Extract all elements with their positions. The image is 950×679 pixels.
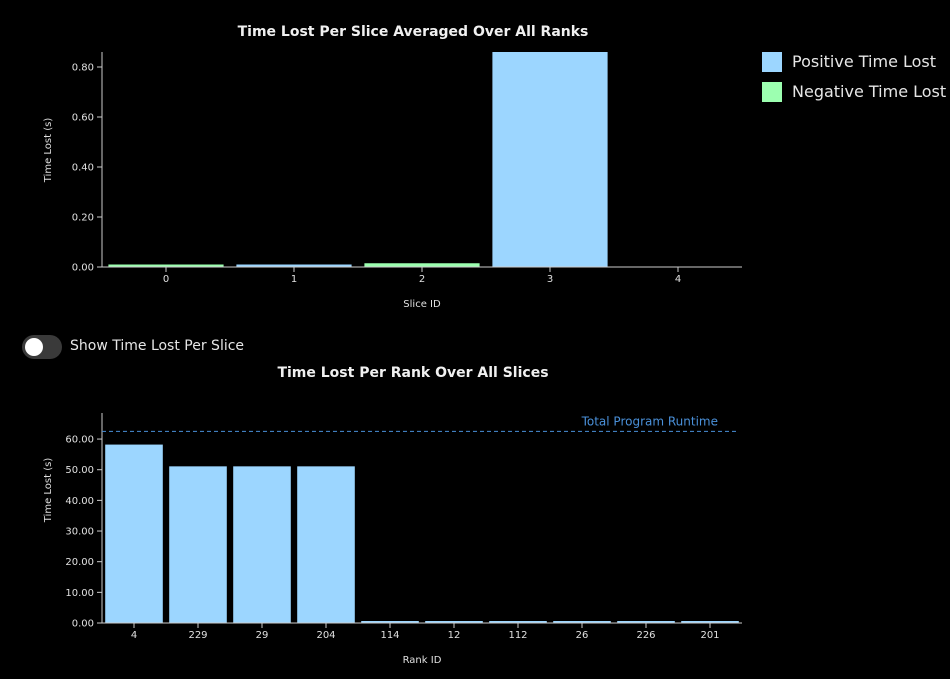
y-tick-label: 40.00 bbox=[65, 496, 94, 507]
x-tick-label: 1 bbox=[291, 274, 297, 285]
legend: Positive Time Lost Negative Time Lost bbox=[762, 52, 946, 102]
bar-4[interactable] bbox=[105, 444, 163, 623]
y-tick-label: 30.00 bbox=[65, 527, 94, 538]
show-per-slice-toggle[interactable] bbox=[22, 335, 62, 359]
bar-226[interactable] bbox=[617, 621, 675, 623]
toggle-knob bbox=[25, 338, 43, 356]
x-tick-label: 229 bbox=[188, 630, 207, 641]
rank-chart-bars bbox=[105, 444, 739, 623]
rank-chart-x-axis: 4 229 29 204 114 12 112 26 226 201 bbox=[102, 622, 742, 641]
y-tick-label: 20.00 bbox=[65, 557, 94, 568]
show-per-slice-label: Show Time Lost Per Slice bbox=[70, 338, 245, 354]
y-tick-label: 0.60 bbox=[72, 113, 94, 124]
rank-chart-title: Time Lost Per Rank Over All Slices bbox=[277, 365, 548, 381]
slice-chart-xlabel: Slice ID bbox=[403, 299, 441, 310]
slice-chart-bars bbox=[108, 52, 608, 268]
y-tick-label: 10.00 bbox=[65, 588, 94, 599]
x-tick-label: 112 bbox=[508, 630, 527, 641]
rank-chart-ylabel: Time Lost (s) bbox=[43, 458, 54, 524]
x-tick-label: 29 bbox=[256, 630, 269, 641]
x-tick-label: 226 bbox=[636, 630, 655, 641]
y-tick-label: 0.00 bbox=[72, 619, 94, 630]
x-tick-label: 4 bbox=[675, 274, 681, 285]
slice-chart-title: Time Lost Per Slice Averaged Over All Ra… bbox=[238, 24, 589, 40]
x-tick-label: 204 bbox=[316, 630, 335, 641]
x-tick-label: 201 bbox=[700, 630, 719, 641]
rank-chart: Time Lost Per Rank Over All Slices Time … bbox=[43, 365, 742, 666]
y-tick-label: 60.00 bbox=[65, 435, 94, 446]
x-tick-label: 3 bbox=[547, 274, 553, 285]
y-tick-label: 0.80 bbox=[72, 63, 94, 74]
y-tick-label: 0.40 bbox=[72, 163, 94, 174]
x-tick-label: 26 bbox=[576, 630, 589, 641]
slice-chart-x-axis: 0 1 2 3 4 bbox=[102, 266, 742, 285]
bar-3[interactable] bbox=[492, 52, 608, 267]
y-tick-label: 0.20 bbox=[72, 213, 94, 224]
x-tick-label: 0 bbox=[163, 274, 169, 285]
bar-201[interactable] bbox=[681, 621, 739, 623]
bar-29[interactable] bbox=[233, 466, 291, 623]
x-tick-label: 4 bbox=[131, 630, 137, 641]
bar-204[interactable] bbox=[297, 466, 355, 623]
slice-chart: Time Lost Per Slice Averaged Over All Ra… bbox=[43, 24, 742, 310]
total-runtime-label: Total Program Runtime bbox=[581, 414, 718, 428]
slice-chart-ylabel: Time Lost (s) bbox=[43, 118, 54, 184]
x-tick-label: 12 bbox=[448, 630, 461, 641]
bar-26[interactable] bbox=[553, 621, 611, 623]
y-tick-label: 0.00 bbox=[72, 263, 94, 274]
rank-chart-y-axis: 0.00 10.00 20.00 30.00 40.00 50.00 60.00 bbox=[65, 413, 103, 630]
legend-swatch-negative bbox=[762, 82, 782, 102]
rank-chart-xlabel: Rank ID bbox=[403, 655, 442, 666]
x-tick-label: 2 bbox=[419, 274, 425, 285]
legend-swatch-positive bbox=[762, 52, 782, 72]
bar-2[interactable] bbox=[364, 263, 480, 267]
bar-112[interactable] bbox=[489, 621, 547, 623]
legend-label-positive: Positive Time Lost bbox=[792, 52, 936, 71]
slice-chart-y-axis: 0.00 0.20 0.40 0.60 0.80 bbox=[72, 52, 103, 274]
bar-229[interactable] bbox=[169, 466, 227, 623]
y-tick-label: 50.00 bbox=[65, 465, 94, 476]
x-tick-label: 114 bbox=[380, 630, 399, 641]
bar-12[interactable] bbox=[425, 621, 483, 623]
bar-1[interactable] bbox=[236, 264, 352, 268]
bar-0[interactable] bbox=[108, 264, 224, 268]
legend-label-negative: Negative Time Lost bbox=[792, 82, 946, 101]
bar-114[interactable] bbox=[361, 621, 419, 623]
